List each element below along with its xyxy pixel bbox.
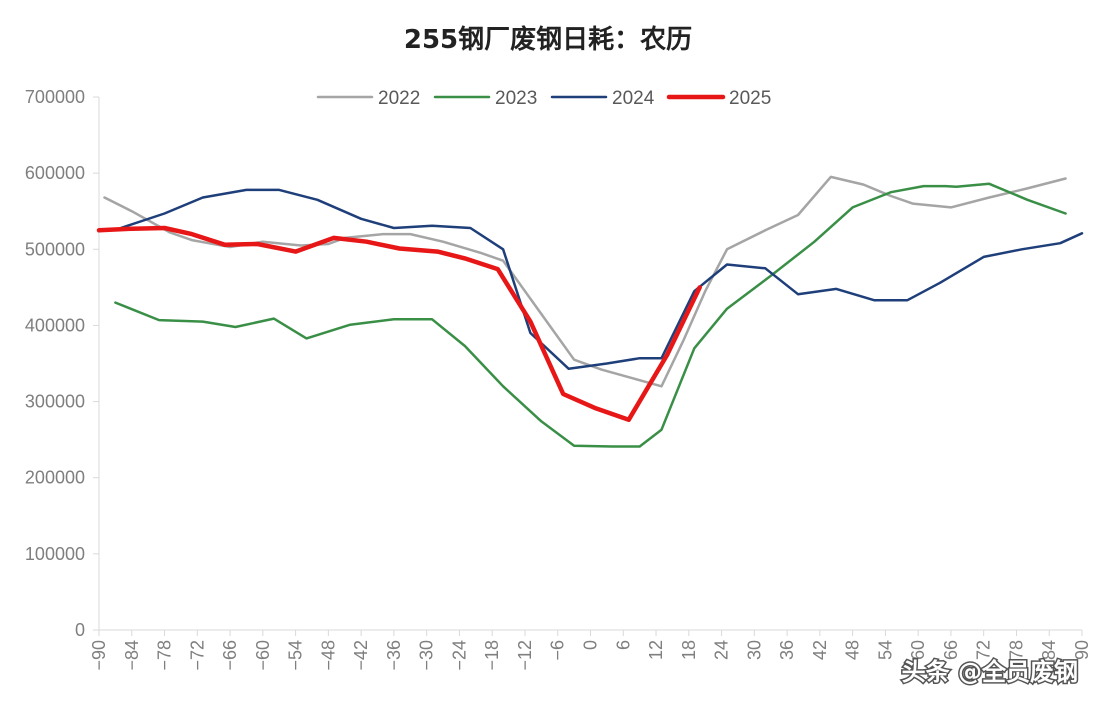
legend-label-2023: 2023	[495, 88, 537, 109]
x-tick-label: −60	[253, 640, 273, 671]
x-tick-label: −48	[318, 640, 338, 671]
legend: 2022 2023 2024 2025	[316, 88, 771, 109]
chart-title: 255钢厂废钢日耗：农历	[404, 24, 692, 55]
x-tick-label: 48	[843, 640, 863, 660]
x-tick-label: 36	[777, 640, 797, 660]
watermark: 头条 @全员废钢	[900, 657, 1079, 688]
y-tick-label: 400000	[25, 315, 85, 335]
x-tick-label: 18	[679, 640, 699, 660]
y-tick-label: 300000	[25, 392, 85, 412]
x-tick-label: −36	[384, 640, 404, 671]
x-tick-label: 90	[1072, 640, 1092, 660]
legend-label-2025: 2025	[729, 88, 771, 109]
x-tick-label: 78	[1006, 640, 1026, 660]
axes: 0 100000 200000 300000 400000 500000 600000 700…	[25, 87, 1092, 671]
x-tick-label: 6	[613, 640, 633, 650]
x-tick-label: −6	[548, 640, 568, 661]
x-tick-label: 0	[581, 640, 601, 650]
x-tick-label: −54	[286, 640, 306, 671]
x-tick-label: −18	[482, 640, 502, 671]
y-tick-label: 700000	[25, 87, 85, 107]
legend-label-2024: 2024	[612, 88, 655, 109]
y-tick-label: 500000	[25, 239, 85, 259]
series-line-2022	[103, 175, 1067, 388]
x-tick-label: −30	[417, 640, 437, 671]
x-tick-label: 54	[875, 640, 895, 660]
x-tick-label: −72	[187, 640, 207, 671]
x-tick-label: −78	[155, 640, 175, 671]
y-tick-label: 200000	[25, 468, 85, 488]
x-tick-label: −12	[515, 640, 535, 671]
x-tick-label: 42	[810, 640, 830, 660]
x-tick-label: −66	[220, 640, 240, 671]
x-tick-label: 66	[941, 640, 961, 660]
legend-label-2022: 2022	[378, 88, 420, 109]
watermark-text: 头条 @全员废钢	[902, 658, 1078, 686]
series-group	[96, 175, 1084, 448]
y-tick-label: 100000	[25, 544, 85, 564]
x-tick-label: 72	[974, 640, 994, 660]
x-tick-label: −84	[122, 640, 142, 671]
x-tick-label: 24	[712, 640, 732, 660]
series-line-2023	[114, 182, 1067, 448]
x-tick-label: 84	[1039, 640, 1059, 660]
y-tick-label: 600000	[25, 163, 85, 183]
x-tick-label: 60	[908, 640, 928, 660]
x-tick-label: 30	[744, 640, 764, 660]
x-tick-label: −90	[89, 640, 109, 671]
x-tick-label: −42	[351, 640, 371, 671]
series-line-2024	[119, 188, 1084, 371]
y-tick-label: 0	[75, 620, 85, 640]
series-line-2025	[96, 225, 702, 423]
x-tick-label: 12	[646, 640, 666, 660]
x-tick-label: −24	[449, 640, 469, 671]
